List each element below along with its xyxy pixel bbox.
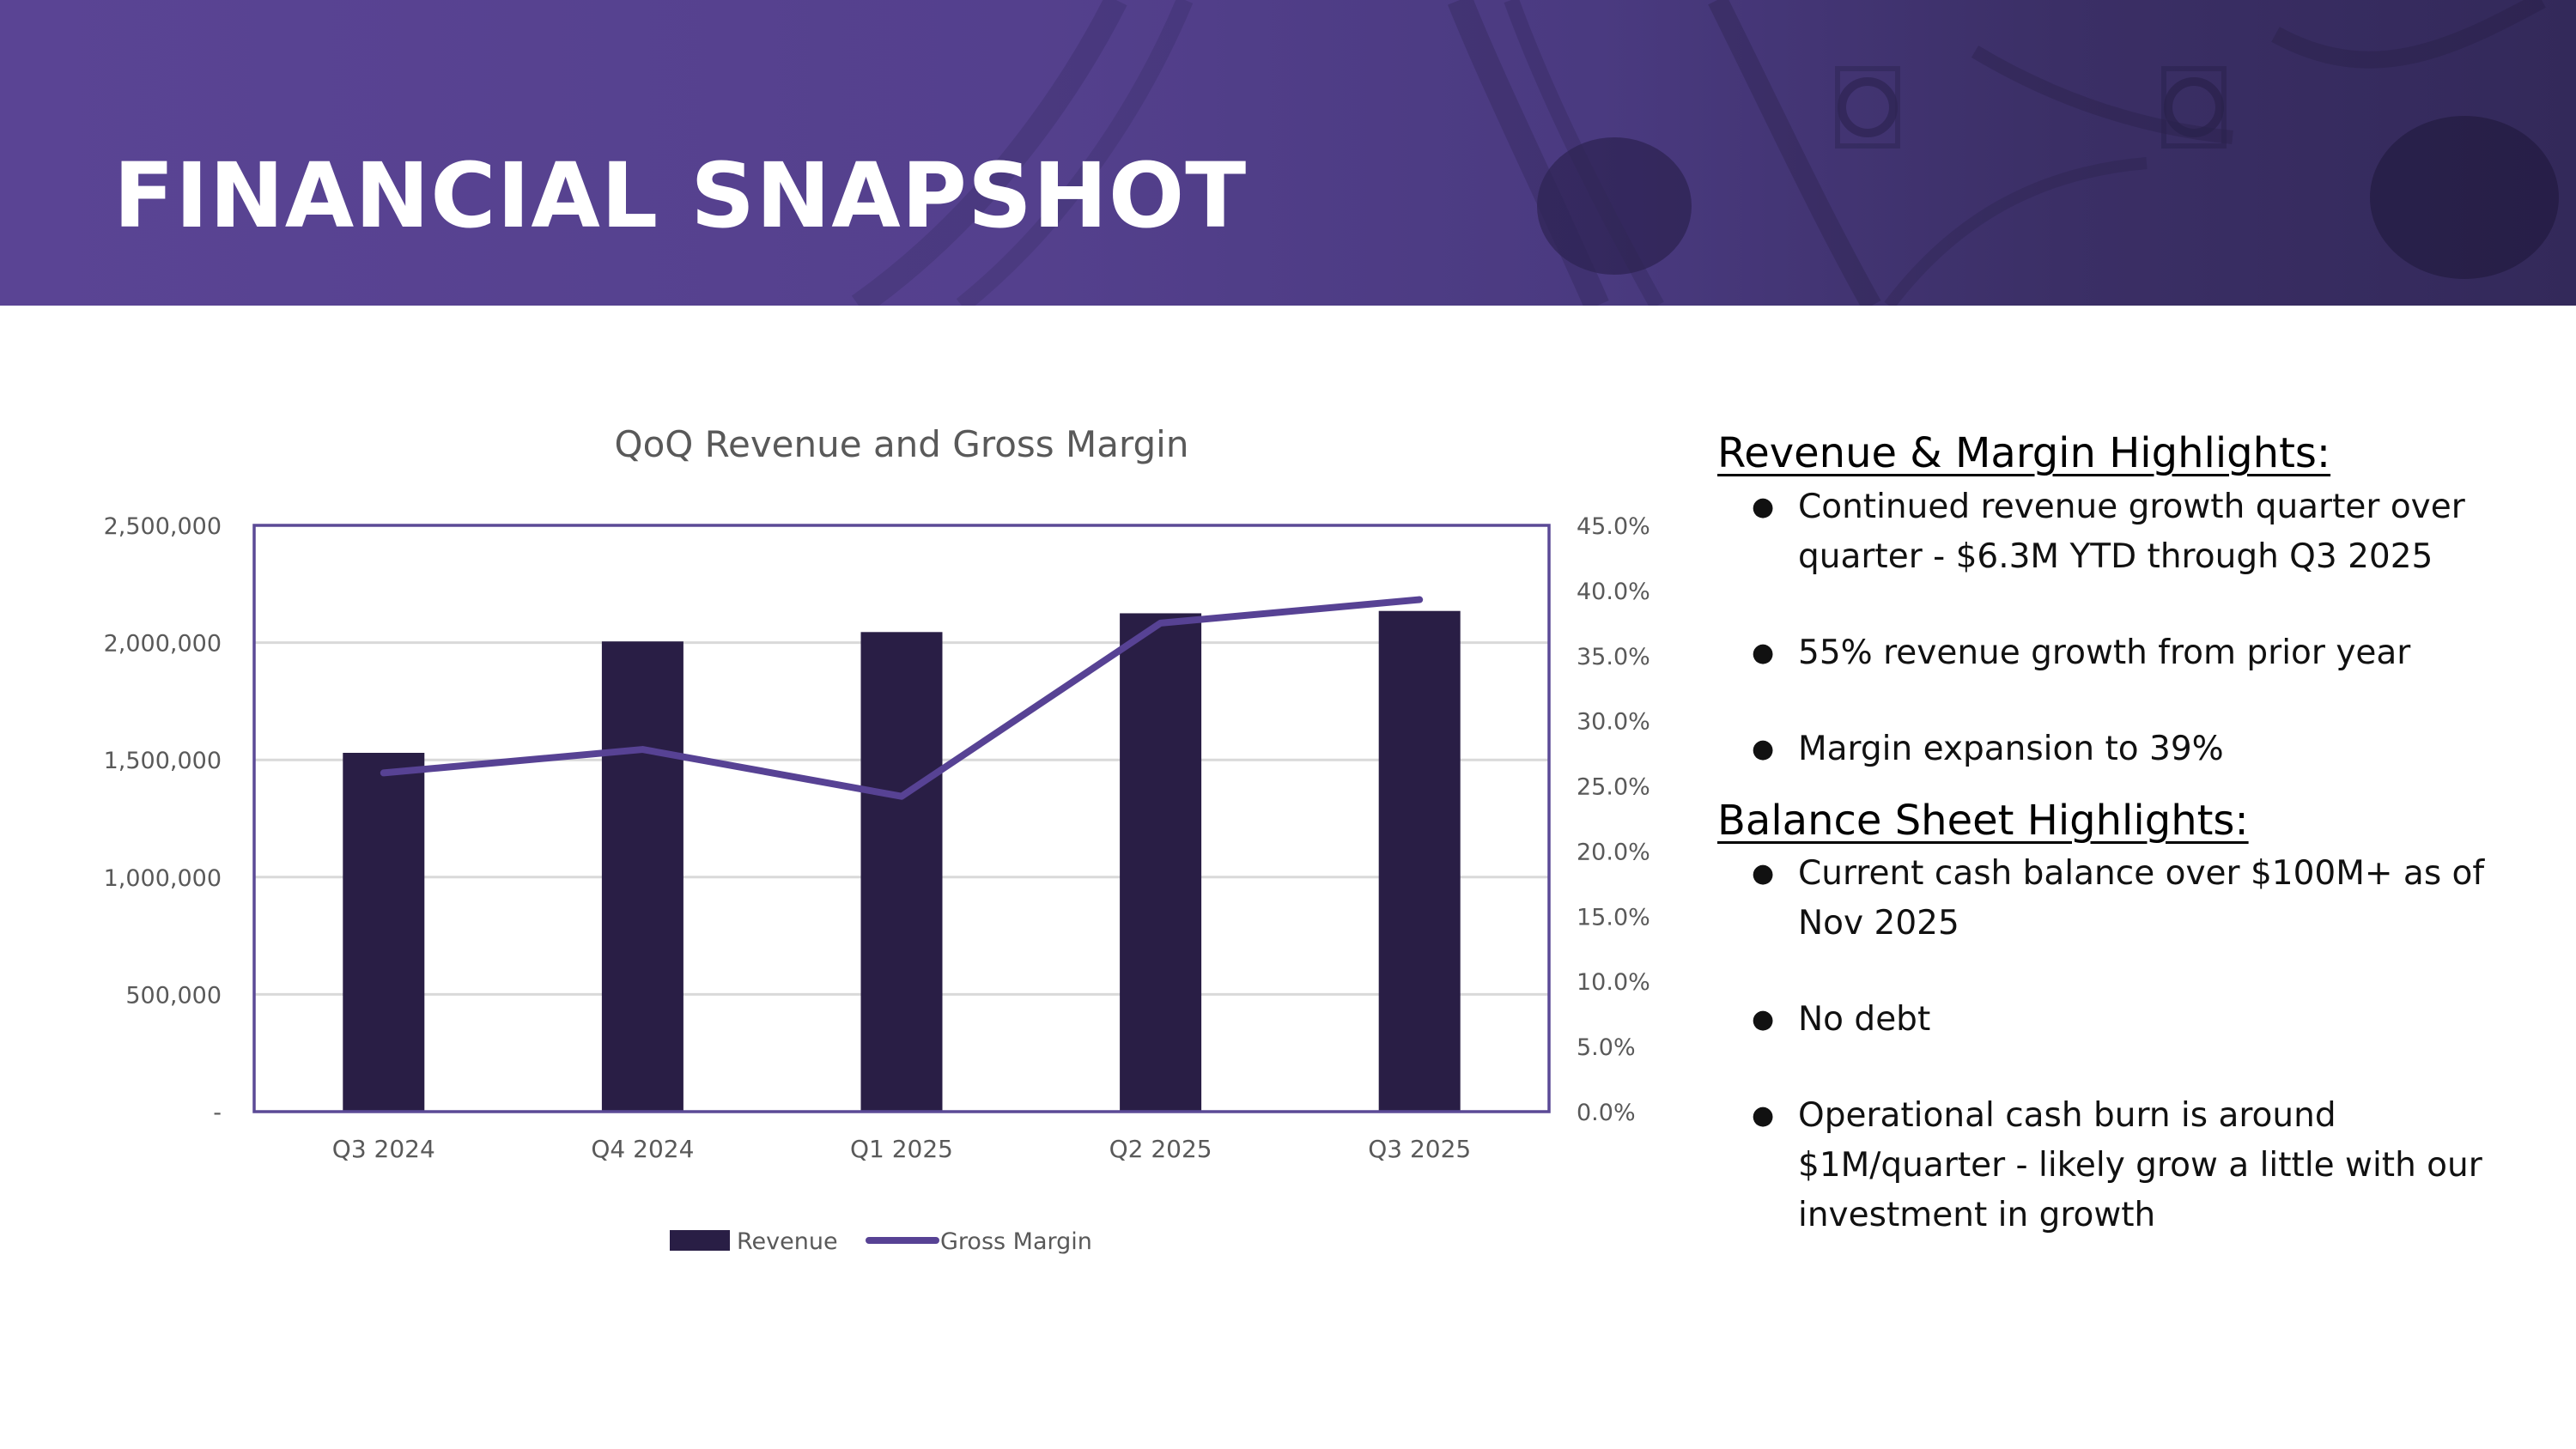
y-right-tick-label: 40.0% xyxy=(1577,579,1650,605)
page-title: FINANCIAL SNAPSHOT xyxy=(113,143,1248,248)
y-left-tick-label: 1,500,000 xyxy=(104,748,222,774)
bullet-text: Current cash balance over $100M+ as of N… xyxy=(1798,854,2485,943)
y-right-tick-label: 10.0% xyxy=(1577,969,1650,996)
highlights-panel: Revenue & Margin Highlights: ● Continued … xyxy=(1717,429,2507,1240)
legend-revenue-label: Revenue xyxy=(737,1228,838,1255)
list-item: ● Operational cash burn is around $1M/qua… xyxy=(1717,1091,2507,1240)
y-left-tick-label: 2,000,000 xyxy=(104,631,222,658)
x-tick-label: Q3 2024 xyxy=(332,1135,435,1163)
chart-title: QoQ Revenue and Gross Margin xyxy=(615,423,1189,465)
y-left-tick-label: 1,000,000 xyxy=(104,865,222,892)
list-item: ● Margin expansion to 39% xyxy=(1717,724,2507,774)
y-left-tick-label: 2,500,000 xyxy=(104,513,222,540)
y-right-tick-label: 25.0% xyxy=(1577,774,1650,801)
bullet-icon: ● xyxy=(1752,1100,1775,1131)
legend-revenue-swatch xyxy=(670,1230,730,1251)
plot-frame xyxy=(252,524,1551,1113)
balance-sheet-list: ● Current cash balance over $100M+ as of … xyxy=(1717,849,2507,1240)
bullet-text: Continued revenue growth quarter over qu… xyxy=(1798,487,2465,576)
list-item: ● No debt xyxy=(1717,995,2507,1045)
revenue-bar xyxy=(343,753,425,1112)
bullet-text: Operational cash burn is around $1M/quar… xyxy=(1798,1096,2482,1235)
revenue-bar xyxy=(860,632,943,1112)
list-item: ● 55% revenue growth from prior year xyxy=(1717,628,2507,678)
chart-canvas: QoQ Revenue and Gross Margin - 500,000 1,00… xyxy=(104,423,1650,1255)
y-right-tick-label: 20.0% xyxy=(1577,839,1650,865)
y-right-tick-label: 45.0% xyxy=(1577,513,1650,540)
y-left-tick-label: - xyxy=(213,1100,222,1126)
header-banner: FINANCIAL SNAPSHOT xyxy=(0,0,2576,306)
balance-sheet-heading: Balance Sheet Highlights: xyxy=(1717,796,2249,845)
y-right-tick-label: 35.0% xyxy=(1577,644,1650,670)
revenue-bar xyxy=(601,641,683,1112)
revenue-bar xyxy=(1378,610,1461,1112)
bullet-text: Margin expansion to 39% xyxy=(1798,729,2224,768)
bullet-icon: ● xyxy=(1752,858,1775,889)
circuit-background-graphic xyxy=(851,0,2559,306)
bullet-icon: ● xyxy=(1752,491,1775,522)
bullet-icon: ● xyxy=(1752,1004,1775,1035)
x-tick-label: Q2 2025 xyxy=(1109,1135,1212,1163)
x-tick-label: Q4 2024 xyxy=(591,1135,694,1163)
revenue-margin-heading: Revenue & Margin Highlights: xyxy=(1717,429,2331,477)
revenue-bar xyxy=(1120,613,1202,1112)
revenue-margin-chart: QoQ Revenue and Gross Margin - 500,000 1,00… xyxy=(0,378,1717,1288)
y-right-tick-label: 30.0% xyxy=(1577,709,1650,736)
bullet-icon: ● xyxy=(1752,637,1775,668)
y-right-tick-label: 0.0% xyxy=(1577,1100,1636,1126)
y-right-tick-label: 5.0% xyxy=(1577,1034,1636,1061)
revenue-margin-list: ● Continued revenue growth quarter over q… xyxy=(1717,482,2507,774)
list-item: ● Continued revenue growth quarter over q… xyxy=(1717,482,2507,582)
legend-margin-label: Gross Margin xyxy=(940,1228,1092,1255)
gross-margin-line xyxy=(380,596,1424,800)
y-right-tick-label: 15.0% xyxy=(1577,904,1650,931)
bullet-icon: ● xyxy=(1752,733,1775,764)
x-tick-label: Q1 2025 xyxy=(850,1135,953,1163)
y-left-tick-label: 500,000 xyxy=(125,982,222,1009)
bullet-text: No debt xyxy=(1798,1000,1931,1040)
x-tick-label: Q3 2025 xyxy=(1368,1135,1471,1163)
bullet-text: 55% revenue growth from prior year xyxy=(1798,633,2411,672)
list-item: ● Current cash balance over $100M+ as of … xyxy=(1717,849,2507,949)
